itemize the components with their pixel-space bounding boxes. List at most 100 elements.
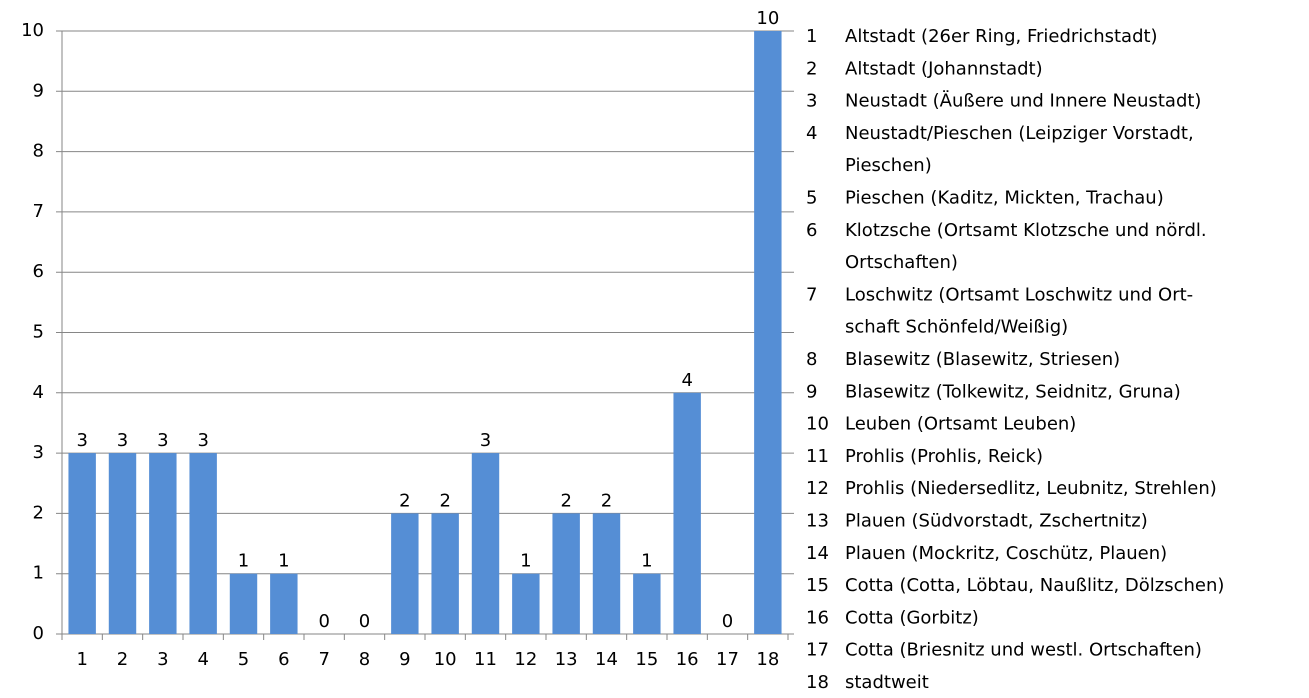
legend-label: Cotta (Gorbitz) <box>845 607 979 628</box>
x-tick-label: 8 <box>359 649 370 670</box>
x-tick-label: 2 <box>117 649 128 670</box>
legend-number: 1 <box>806 26 817 47</box>
data-label: 3 <box>76 430 87 451</box>
data-label: 3 <box>117 430 128 451</box>
y-tick-label: 2 <box>33 502 44 523</box>
x-tick-label: 1 <box>76 649 87 670</box>
legend-label: Plauen (Mockritz, Coschütz, Plauen) <box>845 543 1167 564</box>
legend-label: Cotta (Cotta, Löbtau, Naußlitz, Dölzsche… <box>845 575 1224 596</box>
y-tick-label: 10 <box>21 20 44 41</box>
bar <box>633 573 661 634</box>
x-tick-label: 13 <box>555 649 578 670</box>
bar <box>592 513 621 634</box>
y-tick-label: 1 <box>33 563 44 584</box>
data-label: 10 <box>756 8 779 29</box>
x-tick-label: 18 <box>756 649 779 670</box>
legend-number: 2 <box>806 58 817 79</box>
bar <box>108 453 137 634</box>
legend-number: 9 <box>806 381 817 402</box>
legend-label: Blasewitz (Blasewitz, Striesen) <box>845 349 1120 370</box>
data-label: 0 <box>359 611 370 632</box>
y-tick-label: 0 <box>33 623 44 644</box>
legend-number: 18 <box>806 672 829 693</box>
x-tick-label: 6 <box>278 649 289 670</box>
bar <box>552 513 580 634</box>
bar <box>431 513 459 634</box>
data-label: 3 <box>197 430 208 451</box>
legend-label: Pieschen (Kaditz, Mickten, Trachau) <box>845 188 1164 209</box>
x-tick-label: 17 <box>716 649 739 670</box>
legend-number: 12 <box>806 478 829 499</box>
x-tick-label: 3 <box>157 649 168 670</box>
y-tick-label: 6 <box>33 261 44 282</box>
data-label: 2 <box>399 490 410 511</box>
legend-label: Ortschaften) <box>845 252 958 273</box>
y-tick-label: 8 <box>33 141 44 162</box>
x-tick-label: 5 <box>238 649 249 670</box>
legend-label: Prohlis (Niedersedlitz, Leubnitz, Strehl… <box>845 478 1217 499</box>
bar <box>189 453 217 634</box>
bar <box>270 573 298 634</box>
legend-label: Loschwitz (Ortsamt Loschwitz und Ort- <box>845 284 1193 305</box>
bar <box>149 453 177 634</box>
x-tick-label: 11 <box>474 649 497 670</box>
legend-number: 4 <box>806 123 817 144</box>
data-label: 1 <box>278 551 289 572</box>
y-tick-label: 4 <box>33 382 44 403</box>
legend-number: 16 <box>806 607 829 628</box>
data-label: 2 <box>439 490 450 511</box>
legend-label: Neustadt (Äußere und Innere Neustadt) <box>845 91 1201 112</box>
y-tick-label: 5 <box>33 322 44 343</box>
legend-number: 7 <box>806 284 817 305</box>
legend-number: 14 <box>806 543 829 564</box>
bar <box>229 573 258 634</box>
bar <box>68 453 96 634</box>
data-label: 2 <box>560 490 571 511</box>
x-tick-label: 9 <box>399 649 410 670</box>
legend-label: Cotta (Briesnitz und westl. Ortschaften) <box>845 640 1202 661</box>
legend-number: 10 <box>806 414 829 435</box>
y-tick-label: 7 <box>33 201 44 222</box>
x-tick-label: 4 <box>197 649 208 670</box>
legend-number: 17 <box>806 640 829 661</box>
x-tick-label: 10 <box>434 649 457 670</box>
legend-label: Prohlis (Prohlis, Reick) <box>845 446 1043 467</box>
data-label: 1 <box>641 551 652 572</box>
legend-number: 8 <box>806 349 817 370</box>
legend-number: 15 <box>806 575 829 596</box>
y-tick-label: 3 <box>33 442 44 463</box>
legend-number: 5 <box>806 188 817 209</box>
bar <box>754 31 782 634</box>
legend-label: Klotzsche (Ortsamt Klotzsche und nördl. <box>845 220 1207 241</box>
x-tick-label: 16 <box>676 649 699 670</box>
legend-label: Leuben (Ortsamt Leuben) <box>845 414 1076 435</box>
legend-label: Plauen (Südvorstadt, Zschertnitz) <box>845 511 1148 532</box>
legend-label: stadtweit <box>845 672 929 693</box>
data-label: 3 <box>480 430 491 451</box>
legend-label: Neustadt/Pieschen (Leipziger Vorstadt, <box>845 123 1194 144</box>
legend-label: Pieschen) <box>845 155 932 176</box>
bar <box>391 513 419 634</box>
bar <box>471 453 500 634</box>
legend-number: 6 <box>806 220 817 241</box>
data-label: 0 <box>318 611 329 632</box>
data-label: 0 <box>722 611 733 632</box>
x-tick-label: 12 <box>514 649 537 670</box>
data-label: 2 <box>601 490 612 511</box>
data-label: 1 <box>238 551 249 572</box>
legend-label: Altstadt (26er Ring, Friedrichstadt) <box>845 26 1158 47</box>
data-label: 3 <box>157 430 168 451</box>
legend-label: Blasewitz (Tolkewitz, Seidnitz, Gruna) <box>845 381 1181 402</box>
x-tick-label: 14 <box>595 649 618 670</box>
legend-label: schaft Schönfeld/Weißig) <box>845 317 1068 338</box>
bar <box>512 573 540 634</box>
x-tick-label: 15 <box>635 649 658 670</box>
data-label: 1 <box>520 551 531 572</box>
data-label: 4 <box>681 370 692 391</box>
legend-number: 3 <box>806 91 817 112</box>
legend-number: 11 <box>806 446 829 467</box>
legend-number: 13 <box>806 511 829 532</box>
y-tick-label: 9 <box>33 80 44 101</box>
x-tick-label: 7 <box>318 649 329 670</box>
